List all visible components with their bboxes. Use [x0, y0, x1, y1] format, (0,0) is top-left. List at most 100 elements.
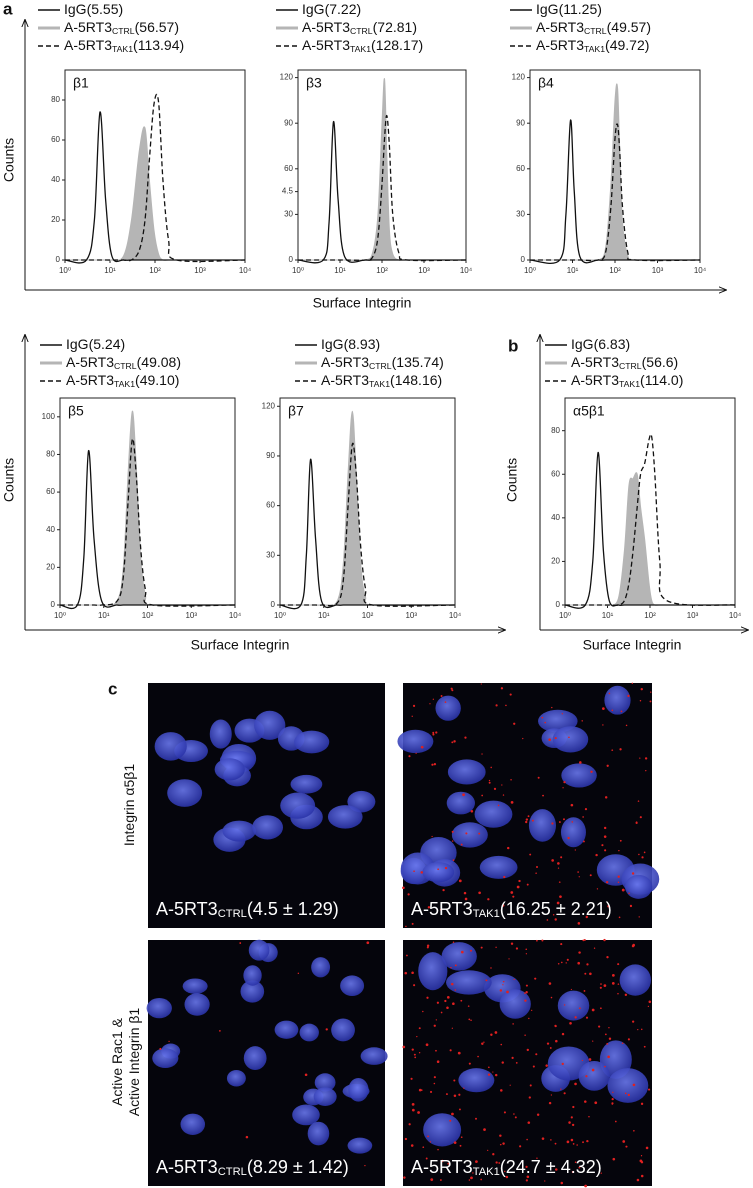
signal-dot [629, 904, 633, 908]
y-tick-label: 40 [46, 525, 55, 534]
nucleus [435, 695, 461, 721]
histogram-line [529, 119, 700, 264]
signal-dot [430, 1178, 434, 1182]
label-name: IgG [66, 336, 89, 352]
x-tick-label: 10⁰ [59, 266, 71, 275]
signal-dot [636, 1178, 640, 1182]
nucleus [214, 758, 245, 781]
signal-dot [481, 753, 483, 755]
x-tick-label: 10⁴ [729, 611, 742, 620]
signal-dot [611, 981, 615, 985]
signal-dot [518, 879, 521, 883]
signal-dot [594, 1101, 598, 1105]
label-note: (113.94) [133, 37, 184, 53]
signal-dot [593, 947, 596, 949]
signal-dot [608, 692, 611, 695]
label-subscript: TAK1 [473, 1166, 500, 1178]
signal-dot [584, 1100, 587, 1103]
y-tick-label: 60 [284, 164, 293, 173]
signal-dot [460, 950, 464, 954]
signal-dot [562, 787, 564, 789]
signal-dot [568, 736, 570, 739]
signal-dot [637, 1028, 639, 1031]
signal-dot [582, 840, 585, 843]
signal-dot [605, 881, 609, 884]
x-tick-label: 10¹ [318, 611, 330, 620]
signal-dot [420, 1089, 423, 1091]
x-tick-label: 10⁴ [229, 611, 242, 620]
legend-entry: A-5RT3TAK1(148.16) [321, 372, 442, 390]
label-note: (128.17) [371, 37, 423, 53]
signal-dot [608, 1027, 610, 1029]
x-tick-label: 10⁰ [559, 611, 571, 620]
y-tick-label: 30 [284, 210, 293, 219]
plot-label: β3 [306, 75, 322, 91]
signal-dot [458, 879, 462, 883]
signal-dot [557, 867, 560, 869]
signal-dot [522, 737, 524, 740]
label-subscript: TAK1 [619, 379, 640, 389]
signal-dot [417, 1111, 420, 1114]
signal-dot [571, 1170, 575, 1174]
label-note: (148.16) [390, 372, 442, 388]
signal-dot [556, 901, 560, 905]
signal-dot [502, 1142, 505, 1145]
legend-entry: A-5RT3CTRL(72.81) [302, 19, 417, 37]
signal-dot [451, 1027, 453, 1029]
signal-dot [481, 1042, 484, 1046]
signal-dot [628, 892, 630, 895]
y-tick-label: 60 [46, 487, 55, 496]
label-note: (6.83) [594, 336, 631, 352]
signal-dot [503, 875, 506, 879]
signal-dot [572, 1105, 575, 1109]
signal-dot [451, 689, 454, 692]
signal-dot [480, 683, 482, 685]
micrograph-caption: A-5RT3TAK1(16.25 ± 2.21) [411, 899, 612, 920]
plot-frame [564, 397, 736, 606]
signal-dot [585, 1016, 589, 1019]
signal-dot [432, 733, 435, 736]
signal-dot [527, 1121, 531, 1124]
signal-dot [631, 682, 634, 685]
histogram-line [565, 433, 736, 606]
signal-dot [644, 757, 648, 760]
signal-dot [507, 846, 510, 850]
signal-dot [554, 737, 557, 740]
nucleus [226, 1070, 246, 1087]
signal-dot [554, 1142, 557, 1145]
signal-dot [625, 1145, 628, 1148]
signal-dot [611, 709, 614, 712]
x-tick-label: 10³ [185, 611, 197, 620]
signal-dot [577, 922, 581, 925]
histogram-line [279, 458, 456, 610]
label-name: A-5RT3 [302, 37, 350, 53]
signal-dot [490, 967, 492, 969]
signal-dot [606, 1042, 609, 1045]
signal-dot [550, 1094, 552, 1096]
nucleus [243, 965, 262, 986]
signal-dot [582, 816, 584, 818]
row-label-line: Active Rac1 & [109, 1017, 125, 1106]
y-tick-label: 120 [280, 73, 294, 82]
micrograph [402, 938, 652, 1188]
row-label-line: Active Integrin β1 [126, 1008, 142, 1117]
signal-dot [427, 906, 431, 909]
signal-dot [422, 1010, 424, 1013]
nucleus [418, 952, 448, 991]
signal-dot [451, 830, 454, 833]
label-note: (8.29 ± 1.42) [247, 1157, 349, 1177]
legend-entry: IgG(5.24) [66, 336, 125, 352]
signal-dot [435, 731, 438, 734]
signal-dot [621, 888, 625, 892]
signal-dot [460, 1136, 463, 1139]
signal-dot [451, 741, 454, 744]
signal-dot [525, 984, 528, 987]
label-note: (56.6) [642, 354, 679, 370]
signal-dot [453, 1079, 456, 1082]
signal-dot [635, 821, 638, 824]
signal-dot [620, 710, 623, 713]
signal-dot [478, 891, 481, 895]
signal-dot [608, 1037, 612, 1040]
signal-dot [577, 961, 581, 965]
signal-dot [550, 1139, 552, 1141]
